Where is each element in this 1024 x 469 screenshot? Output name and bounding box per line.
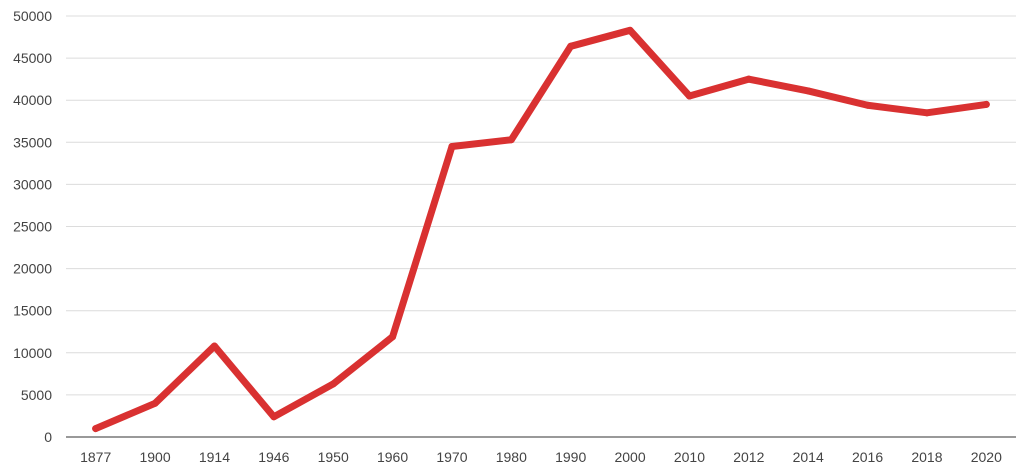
x-axis-tick-labels: 1877 1900 1914 1946 1950 1960 1970 1980 1990 2000… (80, 449, 1002, 465)
series-line (92, 26, 990, 433)
x-tick-label: 1914 (199, 449, 230, 465)
data-point (864, 101, 872, 109)
y-tick-label: 30000 (13, 176, 52, 192)
data-point (151, 399, 159, 407)
y-tick-label: 35000 (13, 134, 52, 150)
data-point (210, 342, 218, 350)
data-point (982, 100, 990, 108)
data-point (448, 143, 456, 151)
data-point (92, 425, 100, 433)
data-point (567, 42, 575, 50)
x-tick-label: 1946 (258, 449, 289, 465)
x-tick-label: 1960 (377, 449, 408, 465)
data-point (270, 413, 278, 421)
x-tick-label: 2010 (674, 449, 705, 465)
data-point (507, 136, 515, 144)
y-tick-label: 0 (44, 429, 52, 445)
y-tick-label: 45000 (13, 50, 52, 66)
gridlines (66, 15, 1016, 396)
x-tick-label: 2000 (614, 449, 645, 465)
x-tick-label: 2020 (971, 449, 1002, 465)
data-point (626, 26, 634, 34)
x-tick-label: 2014 (793, 449, 824, 465)
y-tick-label: 20000 (13, 261, 52, 277)
x-tick-label: 1970 (436, 449, 467, 465)
y-tick-label: 25000 (13, 219, 52, 235)
x-tick-label: 2016 (852, 449, 883, 465)
data-point (745, 75, 753, 83)
x-tick-label: 1900 (139, 449, 170, 465)
y-tick-label: 5000 (21, 387, 52, 403)
data-point (685, 92, 693, 100)
y-tick-label: 15000 (13, 303, 52, 319)
data-point (329, 380, 337, 388)
data-point (389, 333, 397, 341)
y-tick-label: 50000 (13, 8, 52, 24)
x-tick-label: 2012 (733, 449, 764, 465)
x-tick-label: 1877 (80, 449, 111, 465)
series-layer (92, 26, 990, 433)
y-axis-tick-labels: 0 5000 10000 15000 20000 25000 30000 35000 40000… (13, 8, 52, 445)
data-point (804, 87, 812, 95)
y-tick-label: 10000 (13, 345, 52, 361)
x-tick-label: 1980 (496, 449, 527, 465)
data-point (923, 109, 931, 117)
x-tick-label: 1950 (318, 449, 349, 465)
x-tick-label: 1990 (555, 449, 586, 465)
y-tick-label: 40000 (13, 92, 52, 108)
x-tick-label: 2018 (911, 449, 942, 465)
